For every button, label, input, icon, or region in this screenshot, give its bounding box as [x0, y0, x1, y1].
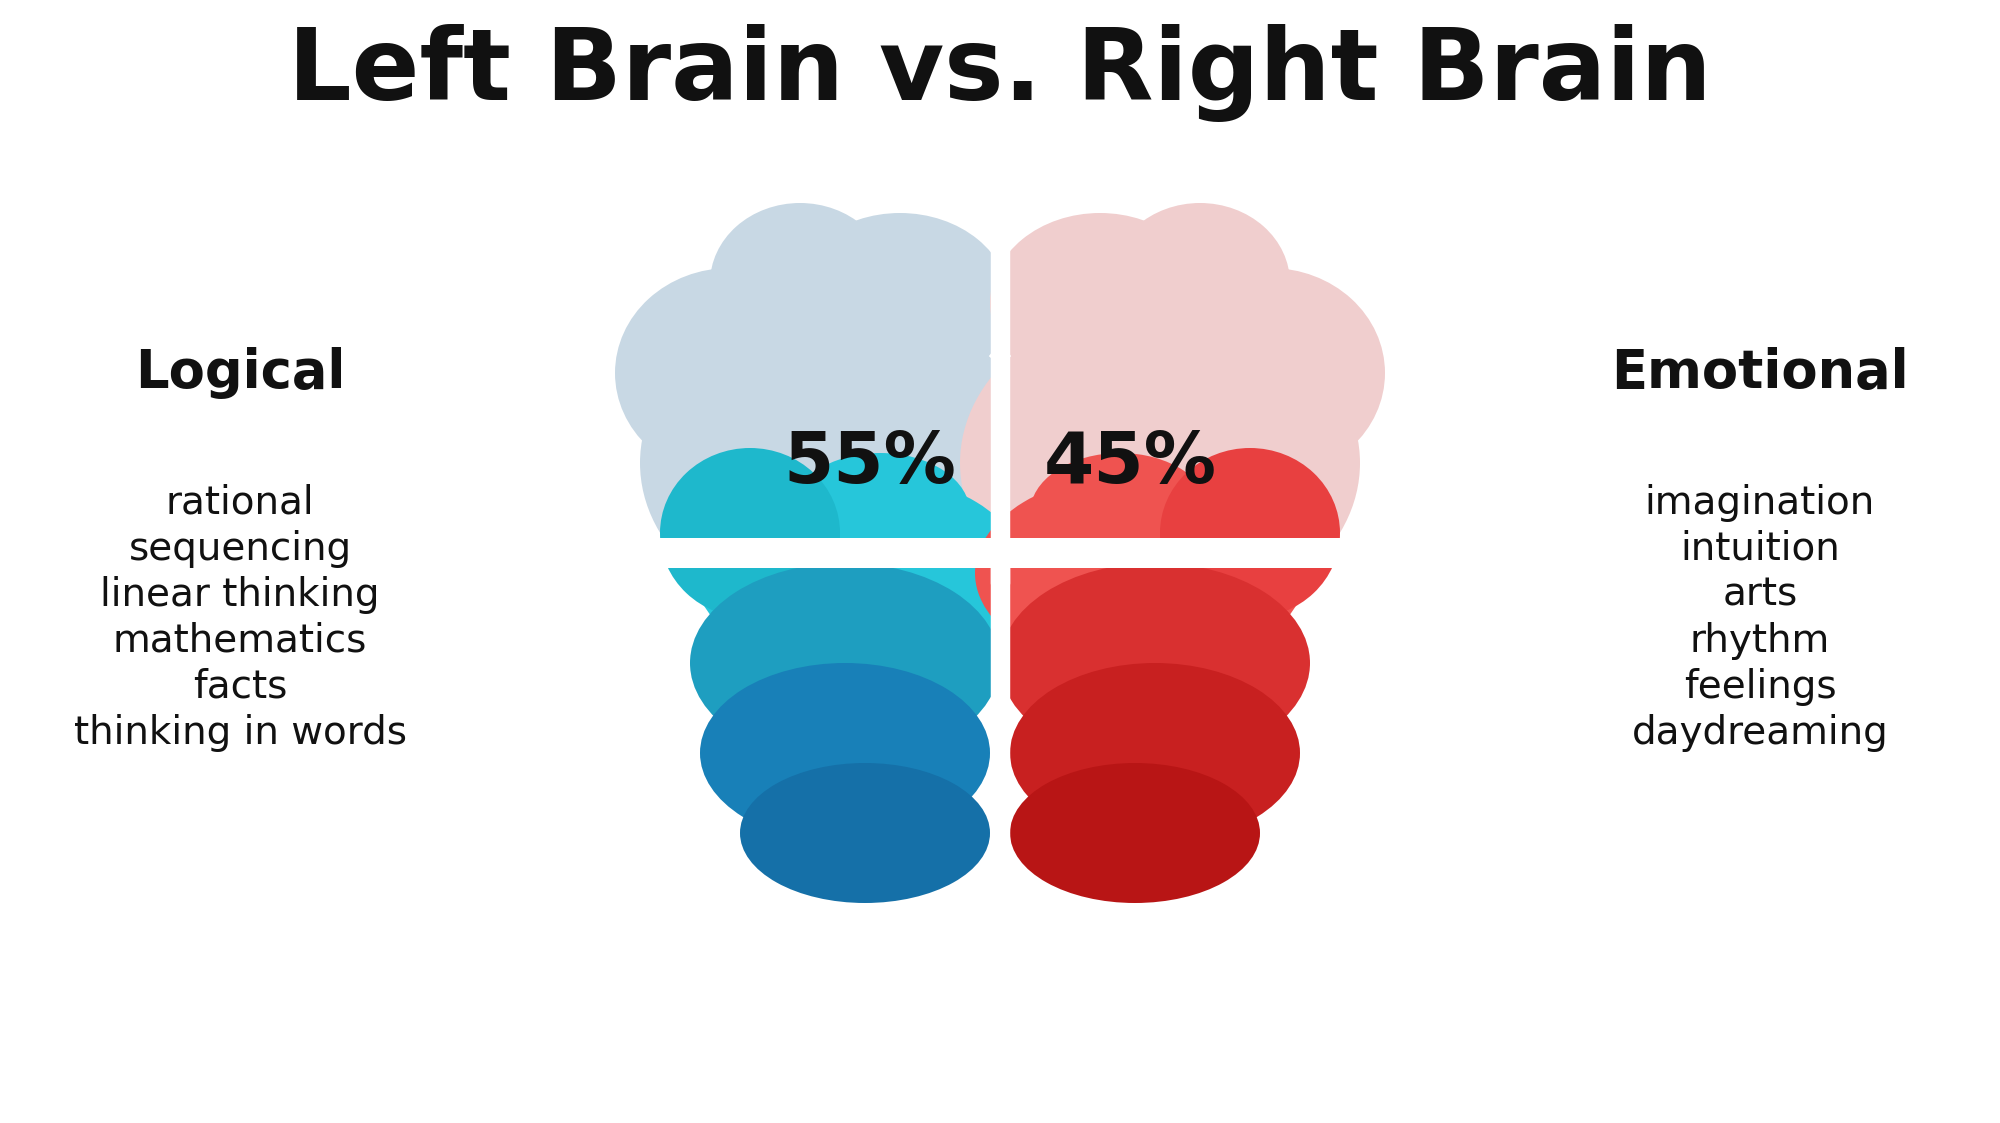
Text: rational: rational [166, 484, 314, 522]
Ellipse shape [990, 213, 1210, 393]
Ellipse shape [616, 268, 844, 478]
Text: arts: arts [1722, 576, 1798, 614]
Ellipse shape [700, 663, 990, 843]
Ellipse shape [660, 448, 840, 618]
Text: imagination: imagination [1644, 484, 1876, 522]
Text: Emotional: Emotional [1612, 347, 1908, 399]
Text: feelings: feelings [1684, 668, 1836, 706]
Ellipse shape [690, 563, 1000, 763]
Ellipse shape [740, 763, 990, 903]
Text: facts: facts [192, 668, 288, 706]
Ellipse shape [1160, 448, 1340, 618]
Ellipse shape [790, 453, 970, 573]
Ellipse shape [1156, 268, 1384, 478]
Ellipse shape [696, 473, 1024, 673]
Text: sequencing: sequencing [128, 530, 352, 568]
Ellipse shape [640, 303, 1040, 623]
Ellipse shape [976, 473, 1304, 673]
Text: intuition: intuition [1680, 530, 1840, 568]
Ellipse shape [790, 213, 1010, 393]
Ellipse shape [960, 303, 1360, 623]
Ellipse shape [1000, 563, 1310, 763]
Text: 45%: 45% [1044, 429, 1216, 497]
Bar [600, 538, 1400, 568]
Text: thinking in words: thinking in words [74, 714, 406, 752]
Text: linear thinking: linear thinking [100, 576, 380, 614]
Ellipse shape [1030, 453, 1210, 573]
Ellipse shape [1010, 763, 1260, 903]
Text: rhythm: rhythm [1690, 622, 1830, 660]
Text: mathematics: mathematics [112, 622, 368, 660]
Ellipse shape [710, 203, 890, 363]
Text: 55%: 55% [784, 429, 956, 497]
Ellipse shape [1010, 663, 1300, 843]
Ellipse shape [1110, 203, 1290, 363]
Text: daydreaming: daydreaming [1632, 714, 1888, 752]
Text: Left Brain vs. Right Brain: Left Brain vs. Right Brain [288, 24, 1712, 122]
Text: Logical: Logical [134, 347, 346, 399]
